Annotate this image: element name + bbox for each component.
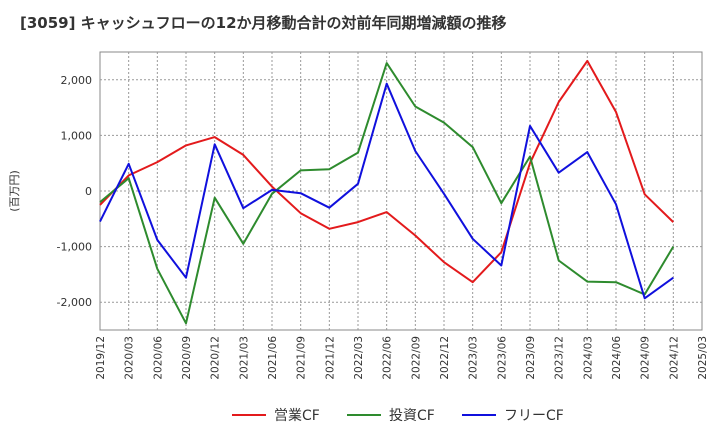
x-tick-label: 2023/06 [496,336,508,380]
series-line-2 [99,62,675,325]
x-tick-label: 2019/12 [95,336,107,380]
x-tick-label: 2022/12 [439,336,451,380]
x-tick-label: 2021/09 [296,336,308,380]
x-tick-label: 2024/03 [582,336,594,380]
x-tick-label: 2023/03 [468,336,480,380]
x-tick-label: 2022/03 [353,336,365,380]
x-tick-labels: 2019/12 2020/03 2020/06 2020/09 2020/12 2021/… [95,336,709,380]
y-tick-labels: 2,000 1,000 0 -1,000 -2,000 [57,74,92,309]
legend-item: 投資CF [347,408,435,424]
legend: 営業CF 投資CF フリーCF [232,408,564,424]
legend-item: 営業CF [232,408,320,424]
x-tick-label: 2020/12 [210,336,222,380]
y-tick-label: 0 [85,185,92,198]
x-tick-label: 2021/06 [267,336,279,380]
x-tick-label: 2020/09 [181,336,193,380]
y-tick-label: 1,000 [61,129,93,142]
x-tick-label: 2023/12 [554,336,566,380]
legend-label: 投資CF [389,408,435,424]
x-tick-label: 2023/09 [525,336,537,380]
series-lines [99,59,675,325]
legend-label: フリーCF [504,408,564,424]
chart-title: [3059] キャッシュフローの12か月移動合計の対前年同期増減額の推移 [20,14,507,32]
y-tick-label: -1,000 [57,241,92,254]
x-tick-label: 2025/03 [697,336,709,380]
y-axis-label: (百万円) [8,170,21,212]
x-tick-label: 2022/06 [382,336,394,380]
x-tick-label: 2022/09 [410,336,422,380]
legend-item: フリーCF [462,408,564,424]
x-tick-label: 2020/06 [152,336,164,380]
x-tick-label: 2021/12 [324,336,336,380]
x-tick-label: 2021/03 [238,336,250,380]
legend-label: 営業CF [274,408,320,424]
x-tick-label: 2024/06 [611,336,623,380]
x-tick-label: 2024/09 [640,336,652,380]
x-tick-label: 2024/12 [668,336,680,380]
grid-lines [100,52,702,330]
x-tick-label: 2020/03 [124,336,136,380]
y-tick-label: -2,000 [57,296,92,309]
series-line-3 [99,82,674,300]
series-line-1 [99,59,674,284]
y-tick-label: 2,000 [61,74,93,87]
